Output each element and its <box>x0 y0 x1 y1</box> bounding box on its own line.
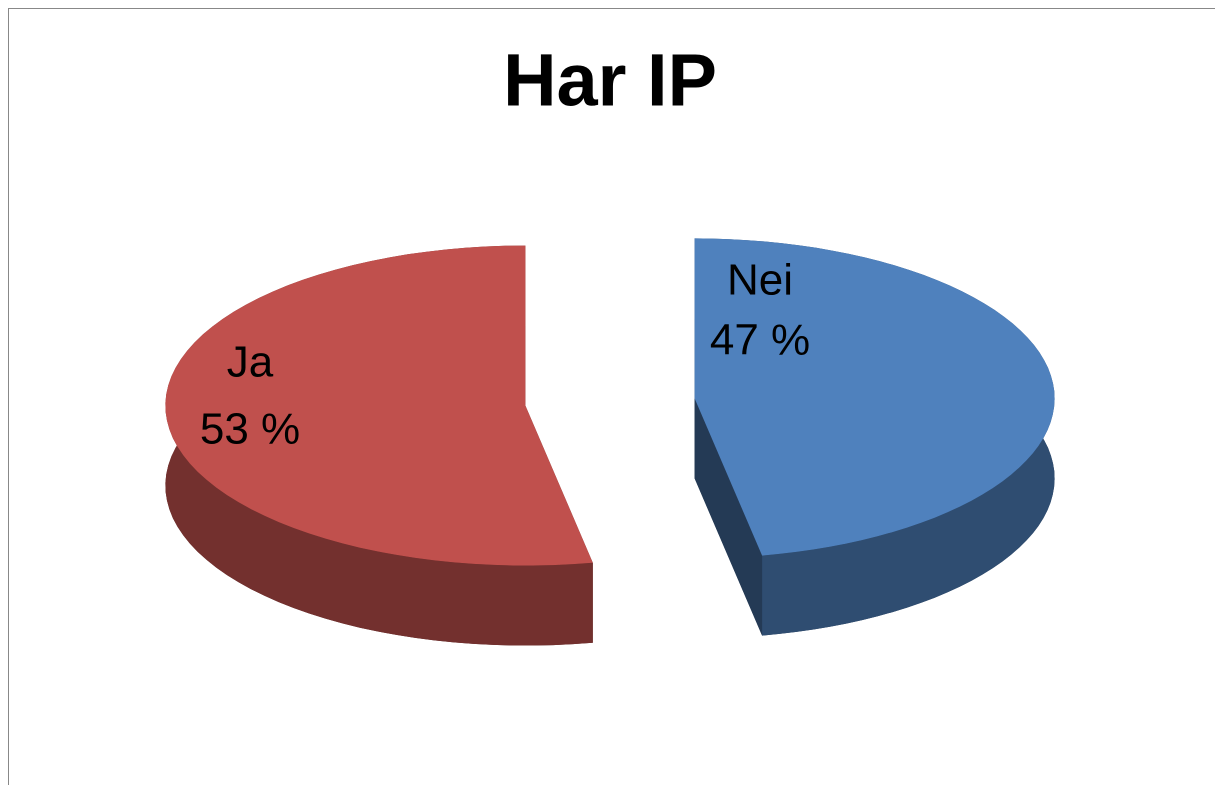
chart-title: Har IP <box>503 39 717 122</box>
slice-label: Ja <box>227 338 274 387</box>
slice-value-label: 53 % <box>200 405 300 454</box>
slice-label: Nei <box>727 256 793 305</box>
slice <box>165 245 593 566</box>
slice <box>694 238 1055 556</box>
slice-value-label: 47 % <box>710 316 810 365</box>
chart-border <box>8 8 1215 785</box>
slice-cut <box>694 398 763 636</box>
